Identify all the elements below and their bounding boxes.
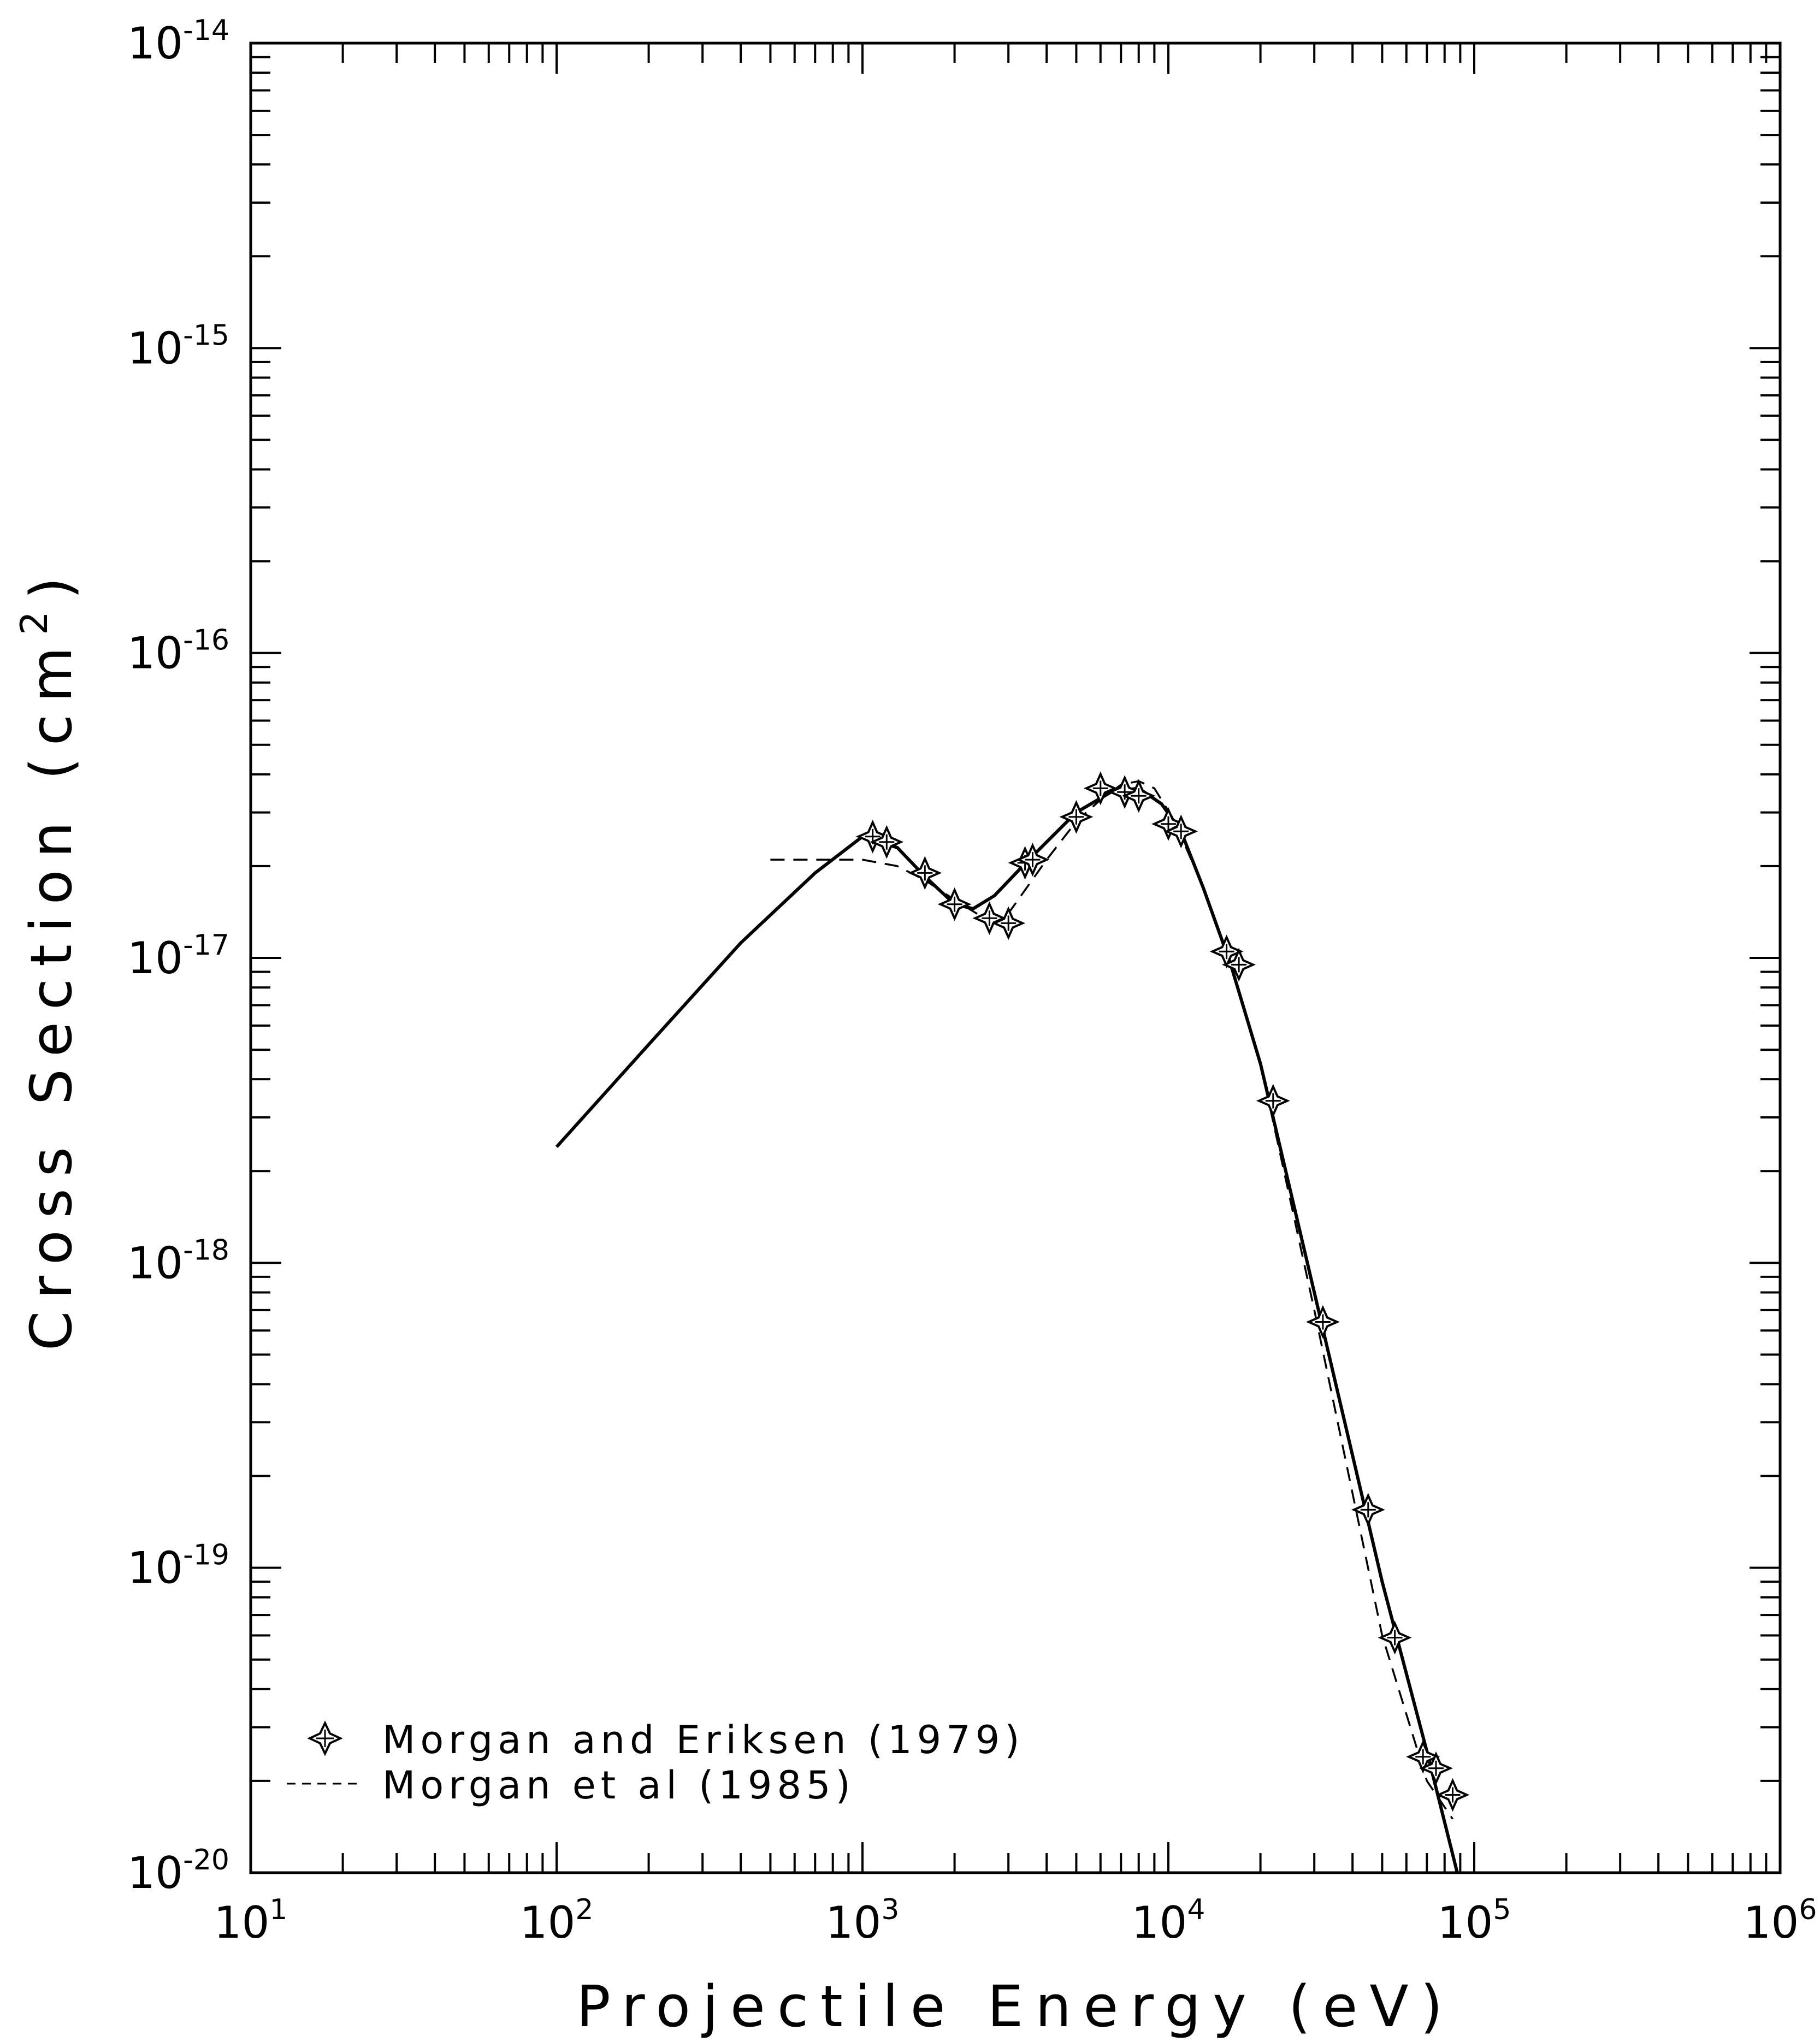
y-tick-label-base: 10 — [127, 628, 183, 679]
data-point-marker — [1256, 1084, 1290, 1118]
y-tick-label-base: 10 — [127, 323, 183, 374]
data-point-marker — [1164, 814, 1198, 849]
y-axis-label-close: ) — [18, 565, 85, 600]
x-tick-label: 104 — [1132, 1893, 1206, 1948]
x-tick-label: 105 — [1438, 1893, 1511, 1948]
x-tick-label-base: 10 — [214, 1897, 270, 1948]
data-point-marker — [1351, 1493, 1385, 1527]
y-axis-label-text: Cross Section (cm — [18, 635, 85, 1351]
data-point-marker — [1305, 1305, 1340, 1339]
data-point-marker — [1083, 771, 1118, 806]
x-tick-label: 103 — [826, 1893, 900, 1948]
y-tick-label-exponent: -16 — [183, 624, 229, 657]
x-tick-label-exponent: 5 — [1493, 1893, 1511, 1926]
y-tick-label-exponent: -14 — [183, 14, 229, 47]
y-tick-label-exponent: -17 — [183, 929, 229, 962]
y-tick-label: 10-17 — [127, 929, 229, 984]
data-point-marker — [1059, 800, 1094, 834]
y-tick-label-exponent: -15 — [183, 319, 229, 352]
x-tick-label-base: 10 — [520, 1897, 576, 1948]
legend: Morgan and Eriksen (1979) Morgan et al (… — [287, 1718, 1025, 1808]
y-tick-label-base: 10 — [127, 1238, 183, 1288]
legend-marker-diamond — [307, 1720, 343, 1756]
y-tick-label: 10-19 — [127, 1539, 229, 1594]
y-tick-label: 10-18 — [127, 1234, 229, 1288]
x-tick-labels: 101 102 103 104 105 106 — [214, 1893, 1817, 1948]
data-point-marker — [1151, 807, 1185, 841]
y-axis-label-superscript: 2 — [13, 599, 56, 635]
y-tick-label: 10-14 — [127, 14, 229, 69]
x-tick-label-exponent: 3 — [881, 1893, 899, 1926]
data-point-marker — [991, 906, 1026, 940]
data-point-marker — [870, 825, 904, 859]
data-point-marker — [908, 856, 942, 890]
axis-ticks — [251, 43, 1780, 1873]
data-point-marker — [1015, 843, 1050, 877]
y-tick-label-base: 10 — [127, 1543, 183, 1594]
y-tick-label: 10-20 — [127, 1844, 229, 1898]
y-tick-label-exponent: -18 — [183, 1234, 229, 1266]
x-tick-label-exponent: 4 — [1187, 1893, 1205, 1926]
y-tick-label-exponent: -19 — [183, 1539, 229, 1572]
data-point-marker — [1222, 948, 1256, 982]
x-tick-label-exponent: 2 — [575, 1893, 593, 1926]
y-tick-label: 10-15 — [127, 319, 229, 374]
x-tick-label-exponent: 6 — [1799, 1893, 1817, 1926]
legend-label-1: Morgan and Eriksen (1979) — [382, 1718, 1025, 1762]
data-point-marker — [1419, 1751, 1453, 1785]
x-tick-label-base: 10 — [1132, 1897, 1187, 1948]
y-tick-label-exponent: -20 — [183, 1844, 229, 1877]
x-tick-label: 106 — [1744, 1893, 1817, 1948]
data-point-marker — [972, 901, 1007, 936]
data-point-marker — [1435, 1778, 1470, 1812]
markers-layer — [855, 771, 1470, 1812]
y-axis-label: Cross Section (cm2) — [13, 565, 85, 1351]
x-tick-label: 101 — [214, 1893, 288, 1948]
x-tick-label-exponent: 1 — [269, 1893, 287, 1926]
y-tick-label: 10-16 — [127, 624, 229, 679]
data-point-marker — [1121, 779, 1156, 813]
y-tick-label-base: 10 — [127, 1848, 183, 1898]
x-tick-label-base: 10 — [1438, 1897, 1493, 1948]
x-tick-label-base: 10 — [1744, 1897, 1799, 1948]
y-tick-label-base: 10 — [127, 933, 183, 984]
plot-area-frame — [249, 42, 1782, 1874]
legend-label-2: Morgan et al (1985) — [382, 1763, 855, 1808]
x-axis-label: Projectile Energy (eV) — [576, 1973, 1455, 2040]
y-tick-label-base: 10 — [127, 18, 183, 69]
data-point-marker — [937, 887, 972, 921]
x-tick-label: 102 — [520, 1893, 594, 1948]
x-tick-label-base: 10 — [826, 1897, 882, 1948]
data-point-marker — [1406, 1739, 1440, 1774]
data-point-marker — [1378, 1620, 1412, 1655]
